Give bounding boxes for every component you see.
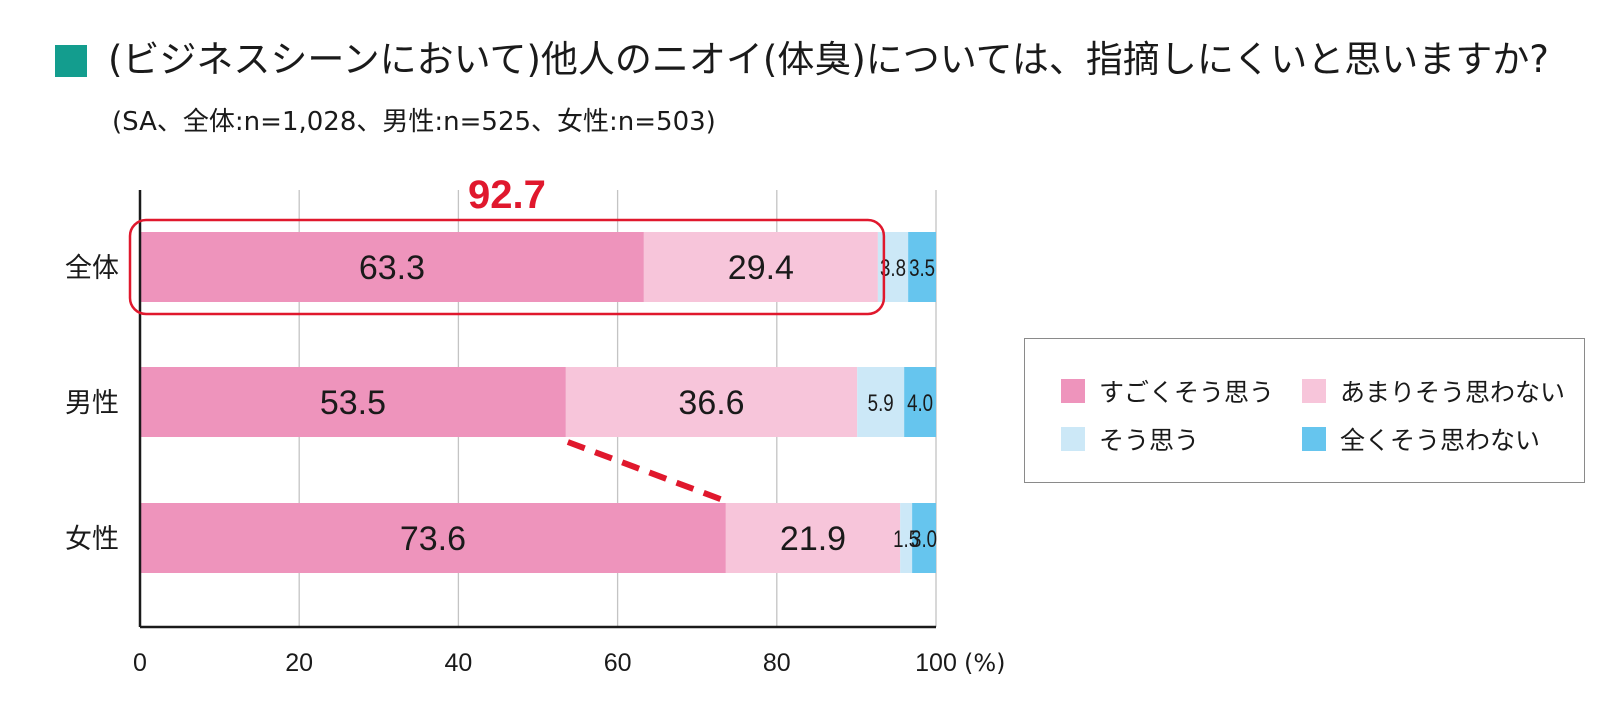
bar-segment — [643, 232, 878, 302]
data-label: 5.9 — [868, 390, 894, 417]
bar-segment — [140, 503, 726, 573]
chart-subtitle: (SA、全体:n=1,028、男性:n=525、女性:n=503) — [112, 107, 716, 137]
data-label: 4.0 — [907, 390, 933, 417]
bar-segment — [900, 503, 913, 573]
legend: すごくそう思う あまりそう思わないそう思う 全くそう思わない — [1024, 338, 1585, 483]
legend-swatch — [1302, 427, 1326, 451]
data-label: 63.3 — [359, 249, 425, 287]
bar-segment — [725, 503, 901, 573]
legend-label: すごくそう思う — [1099, 378, 1275, 407]
legend-swatch — [1061, 379, 1085, 403]
data-labels: 63.3 29.4 3.8 3.553.5 36.6 5.9 4.073.6 21.9 1.53… — [320, 249, 937, 558]
bar-segment — [912, 503, 936, 573]
category-label: 女性 — [65, 524, 119, 555]
legend-label: 全くそう思わない — [1340, 426, 1541, 455]
bar-segment — [908, 232, 936, 302]
category-label: 全体 — [65, 253, 119, 284]
legend-label: あまりそう思わない — [1340, 378, 1566, 407]
legend-item: そう思う — [1061, 421, 1199, 457]
legend-item: 全くそう思わない — [1302, 421, 1540, 457]
data-label: 36.6 — [678, 384, 744, 422]
x-tick-label: 100 — [915, 649, 957, 677]
bar-segment — [140, 232, 644, 302]
x-tick-label: 60 — [604, 649, 632, 677]
bar-segment — [140, 367, 566, 437]
data-label: 29.4 — [728, 249, 794, 287]
data-label: 21.9 — [780, 520, 846, 558]
x-tick-label: 40 — [444, 649, 472, 677]
legend-item: あまりそう思わない — [1302, 373, 1565, 409]
highlight-value: 92.7 — [468, 173, 546, 217]
legend-item: すごくそう思う — [1061, 373, 1274, 409]
highlight-box — [128, 218, 886, 316]
data-label: 1.5 — [893, 526, 919, 553]
bar-segment — [565, 367, 858, 437]
data-label: 73.6 — [400, 520, 466, 558]
bar-segment — [857, 367, 905, 437]
x-unit-label: (%) — [964, 649, 1006, 677]
x-tick-label: 80 — [763, 649, 791, 677]
annotations: 92.7 — [128, 173, 886, 503]
data-label: 3.5 — [909, 255, 935, 282]
title-marker — [55, 45, 87, 77]
x-tick-label: 20 — [285, 649, 313, 677]
legend-label: そう思う — [1099, 426, 1200, 455]
data-label: 53.5 — [320, 384, 386, 422]
connector-dashed-line — [566, 439, 724, 503]
data-label: 3.0 — [911, 526, 937, 553]
category-label: 男性 — [65, 388, 119, 419]
chart-title: (ビジネスシーンにおいて)他人のニオイ(体臭)については、指摘しにくいと思います… — [108, 38, 1549, 81]
x-tick-label: 0 — [133, 649, 147, 677]
legend-swatch — [1302, 379, 1326, 403]
bar-segment — [904, 367, 936, 437]
bars — [140, 232, 936, 573]
legend-swatch — [1061, 427, 1085, 451]
